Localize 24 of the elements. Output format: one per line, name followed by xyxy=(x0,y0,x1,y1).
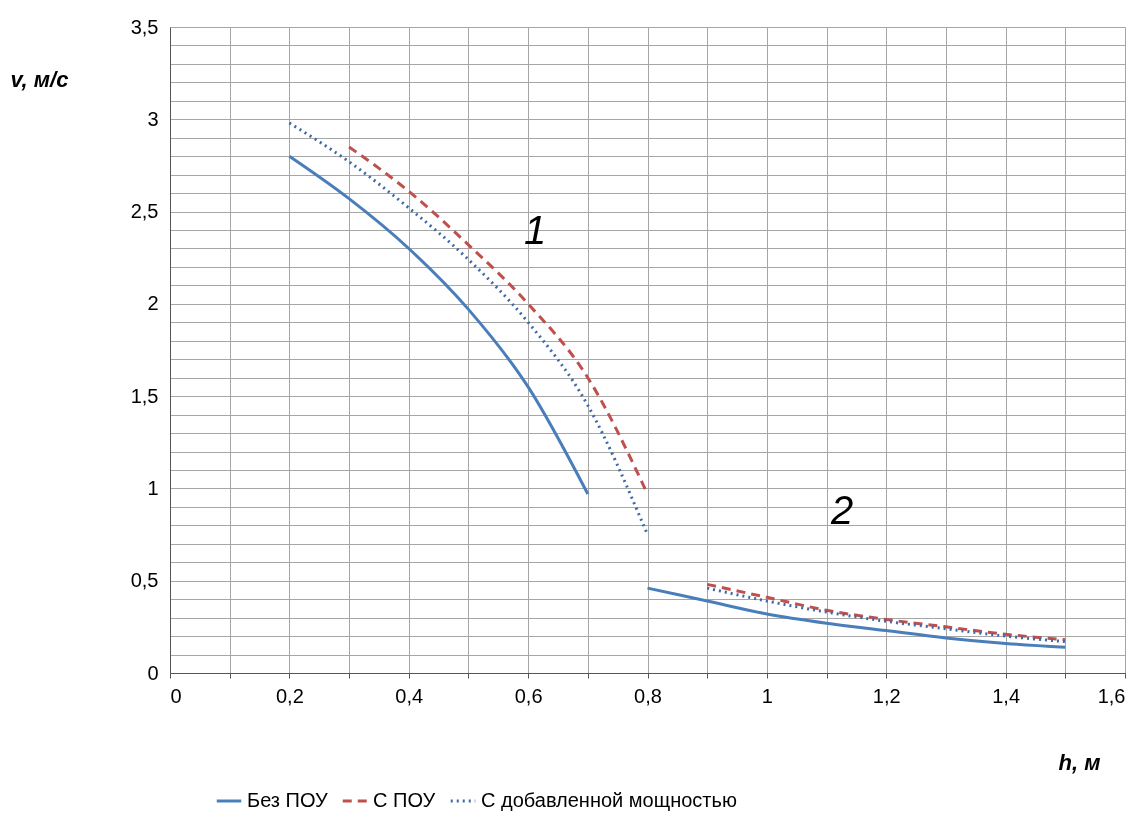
y-tick-label: 0 xyxy=(147,661,159,684)
legend-label: Без ПОУ xyxy=(247,789,329,811)
x-tick-label: 1,4 xyxy=(992,684,1021,707)
y-tick-label: 2 xyxy=(147,292,159,315)
annotation: 1 xyxy=(523,208,547,252)
x-tick-label: 1,2 xyxy=(872,684,901,707)
y-axis-title: v, м/с xyxy=(10,66,69,92)
x-tick-label: 0,4 xyxy=(395,684,424,707)
x-tick-label: 0,2 xyxy=(275,684,304,707)
x-tick-label: 0,6 xyxy=(514,684,543,707)
legend-label: С ПОУ xyxy=(373,789,436,811)
x-tick-label: 1,6 xyxy=(1097,684,1126,707)
annotation: 2 xyxy=(829,488,854,532)
y-tick-label: 3,5 xyxy=(130,15,159,38)
legend-label: С добавленной мощностью xyxy=(481,789,737,811)
x-axis-title: h, м xyxy=(1058,749,1101,775)
y-tick-label: 2,5 xyxy=(130,200,159,223)
x-tick-label: 1 xyxy=(761,684,773,707)
y-tick-label: 1,5 xyxy=(130,384,159,407)
y-tick-label: 3 xyxy=(147,107,159,130)
y-tick-label: 1 xyxy=(147,476,159,499)
x-tick-label: 0 xyxy=(170,684,182,707)
x-tick-label: 0,8 xyxy=(634,684,662,707)
y-tick-label: 0,5 xyxy=(130,569,159,592)
